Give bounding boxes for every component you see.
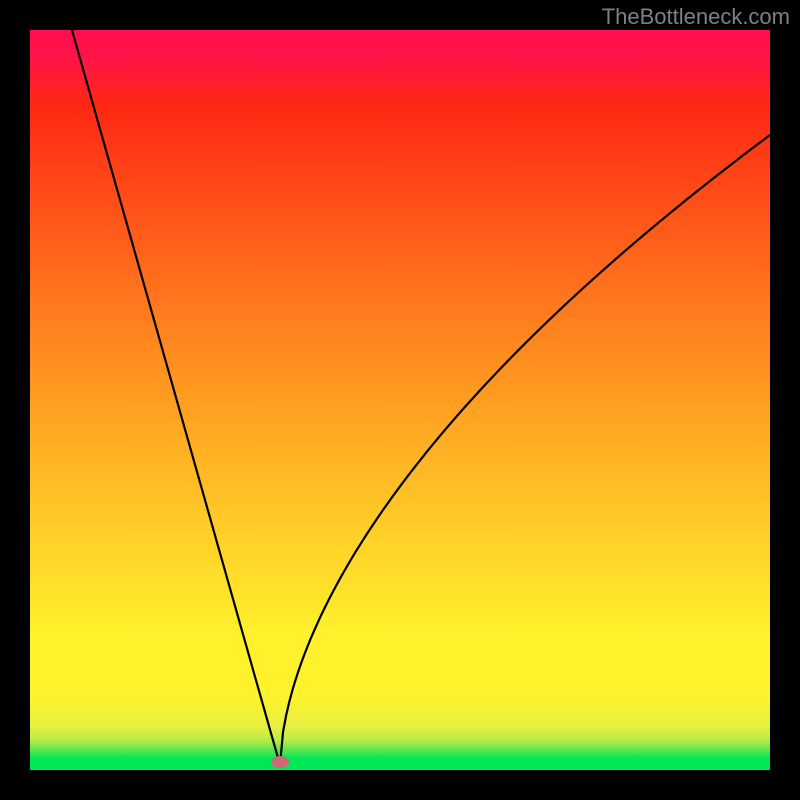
- bottleneck-curve: [70, 23, 770, 765]
- chart-container: TheBottleneck.com: [0, 0, 800, 800]
- vertex-marker: [271, 756, 289, 768]
- curve-layer: [0, 0, 800, 800]
